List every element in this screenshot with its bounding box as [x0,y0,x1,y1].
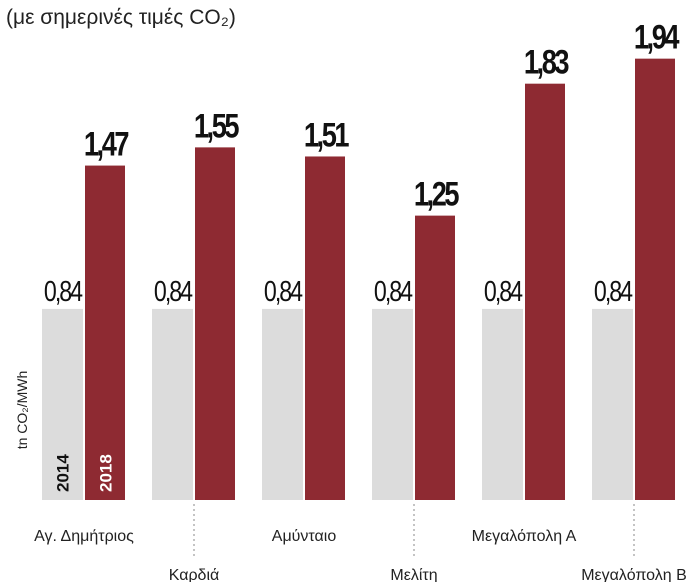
bar [305,156,345,500]
value-label: 1,51 [304,116,350,155]
chart-subtitle: (με σημερινές τιμές CO₂) [6,6,236,29]
bar [415,215,455,500]
value-label: 0,84 [484,274,523,307]
x-tick-label: Καρδιά [169,567,220,582]
x-tick-label: Μεγαλόπολη Α [472,528,577,545]
value-label: 0,84 [264,274,303,307]
bar [42,308,83,500]
value-label: 1,47 [84,125,129,164]
x-tick-label: Αμύνταιο [272,528,337,545]
bar [635,58,675,501]
value-label: 0,84 [154,274,193,307]
bar [525,83,565,501]
value-label: 0,84 [44,274,83,307]
x-tick-label: Μεγαλόπολη Β [581,567,687,582]
bar [152,308,193,500]
value-label: 1,94 [634,18,680,57]
y-axis-label: tn CO₂/MWh [14,371,30,450]
bar [195,147,235,500]
bar [592,308,633,500]
bar [482,308,523,500]
bar [262,308,303,500]
x-tick-label: Μελίτη [390,567,437,582]
bar [85,165,125,500]
value-label: 1,55 [194,106,240,145]
x-tick-label: Αγ. Δημήτριος [34,528,134,545]
bar [372,308,413,500]
legend-label: 2018 [97,454,116,492]
value-label: 1,83 [524,43,569,82]
value-label: 1,25 [414,175,460,214]
legend-label: 2014 [54,454,73,492]
value-label: 0,84 [374,274,413,307]
value-label: 0,84 [594,274,633,307]
